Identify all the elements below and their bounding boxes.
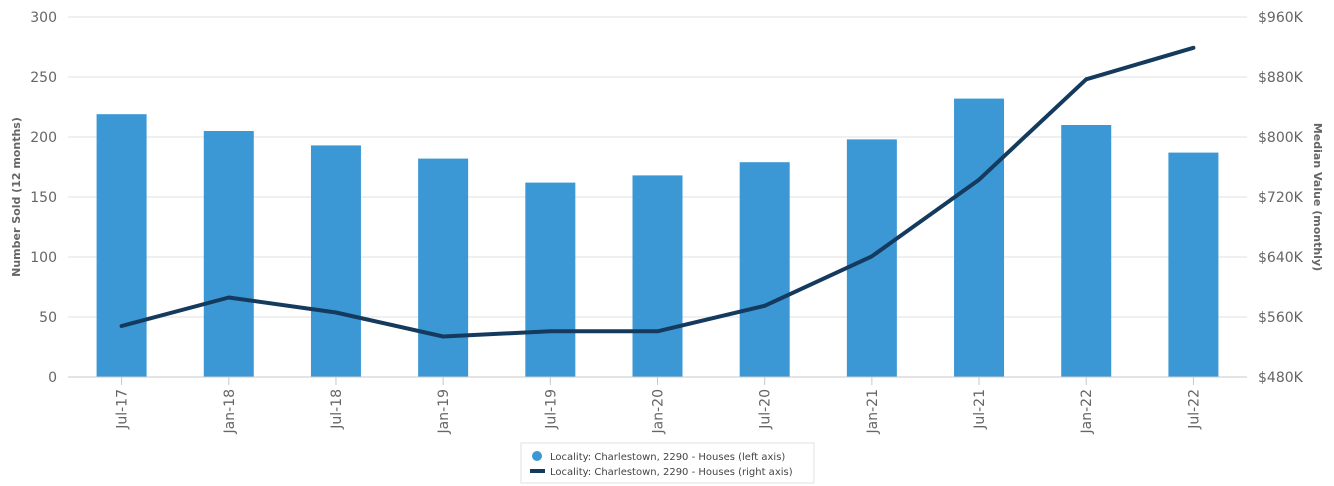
x-tick-label: Jan-18	[222, 389, 238, 434]
right-tick-label: $560K	[1258, 310, 1304, 326]
left-axis-title: Number Sold (12 months)	[10, 117, 23, 277]
legend-label-bars: Locality: Charlestown, 2290 - Houses (le…	[550, 452, 785, 463]
right-tick-label: $480K	[1258, 370, 1304, 386]
legend-box	[520, 442, 815, 484]
bar	[954, 98, 1005, 377]
right-tick-label: $960K	[1258, 10, 1304, 26]
line-series	[119, 45, 1196, 339]
legend: Locality: Charlestown, 2290 - Houses (le…	[520, 442, 815, 484]
right-tick-label: $640K	[1258, 250, 1304, 266]
left-tick-label: 200	[30, 130, 57, 146]
x-tick-label: Jan-20	[651, 389, 667, 434]
left-tick-label: 300	[30, 10, 57, 26]
bar	[632, 175, 683, 377]
bar-series	[96, 98, 1219, 377]
right-tick-label: $880K	[1258, 70, 1304, 86]
right-tick-label: $720K	[1258, 190, 1304, 206]
bar	[310, 145, 361, 377]
x-tick-label: Jul-20	[758, 389, 774, 430]
bar	[525, 182, 576, 377]
x-tick-label: Jan-21	[865, 389, 881, 434]
bar	[203, 131, 254, 377]
x-tick-label: Jul-21	[972, 389, 988, 430]
bar	[1168, 152, 1219, 377]
right-tick-label: $800K	[1258, 130, 1304, 146]
left-axis-ticks: 0 50 100 150 200 250 300	[30, 10, 57, 386]
x-tick-label: Jul-17	[115, 389, 131, 430]
left-tick-label: 50	[39, 310, 57, 326]
bar	[418, 158, 469, 377]
x-axis-ticks: Jul-17 Jan-18 Jul-18 Jan-19 Jul-19 Jan-20 Jul-…	[115, 377, 1202, 434]
left-tick-label: 150	[30, 190, 57, 206]
x-tick-label: Jan-19	[436, 389, 452, 434]
left-tick-label: 0	[48, 370, 57, 386]
x-tick-label: Jul-22	[1186, 389, 1202, 430]
bar	[96, 114, 147, 377]
x-tick-label: Jul-19	[543, 389, 559, 430]
left-tick-label: 100	[30, 250, 57, 266]
left-tick-label: 250	[30, 70, 57, 86]
x-tick-label: Jan-22	[1079, 389, 1095, 434]
median-value-line	[119, 45, 1196, 339]
bar	[739, 162, 790, 377]
right-axis-title: Median Value (monthly)	[1311, 123, 1324, 271]
legend-label-line: Locality: Charlestown, 2290 - Houses (ri…	[550, 467, 793, 478]
x-tick-label: Jul-18	[329, 389, 345, 430]
legend-bar-swatch	[532, 451, 542, 461]
right-axis-ticks: $480K $560K $640K $720K $800K $880K $960K	[1258, 10, 1304, 386]
bar	[1061, 125, 1112, 377]
